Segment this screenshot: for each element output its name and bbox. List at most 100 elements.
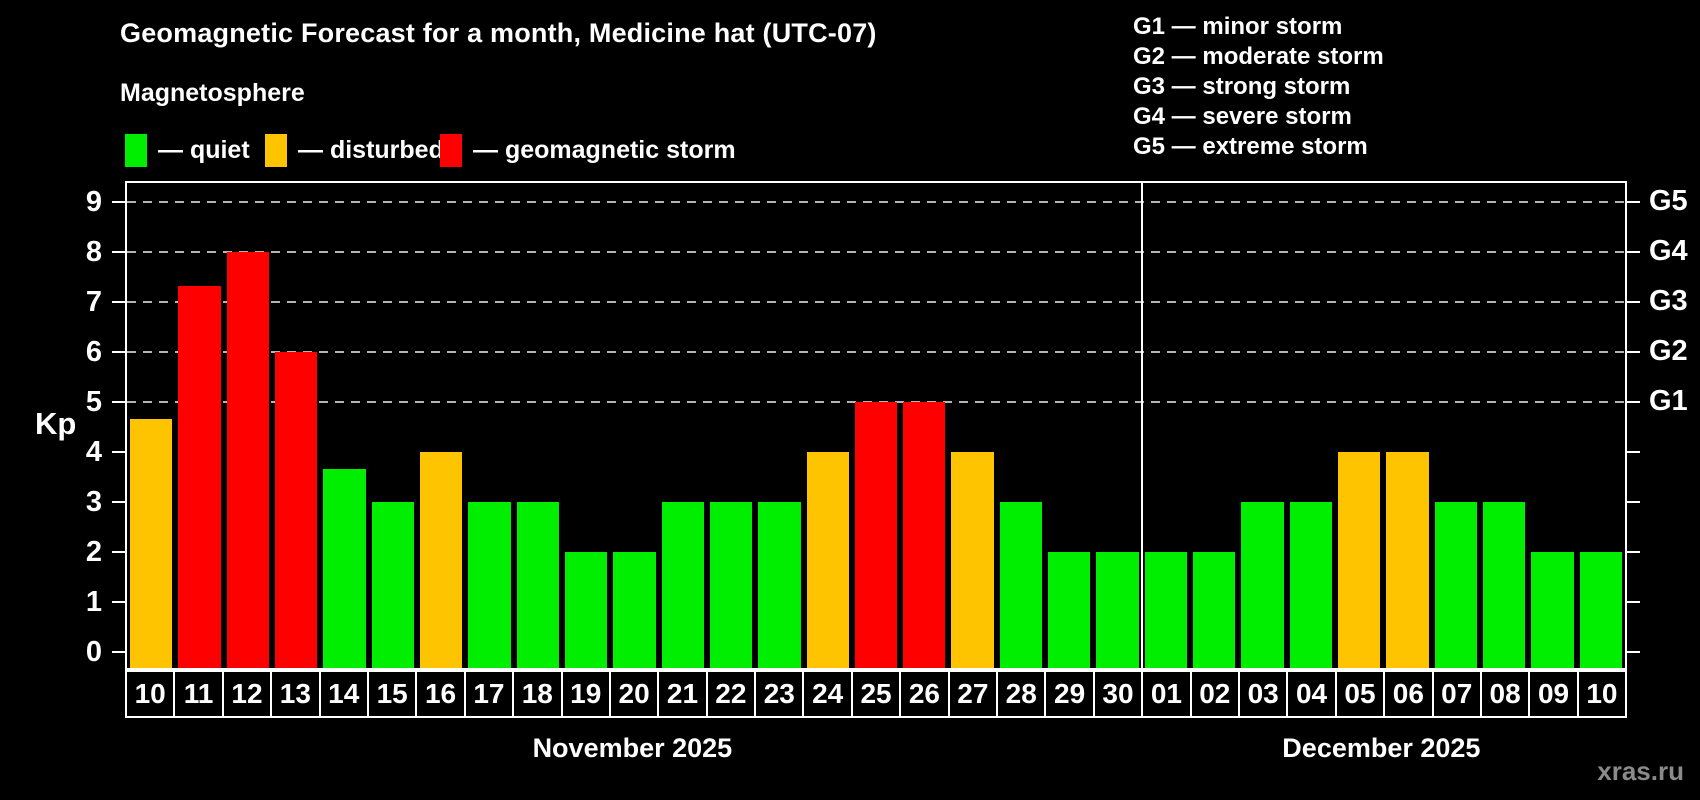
date-cell: 27 xyxy=(947,670,999,718)
left-tick-kp6 xyxy=(112,351,125,353)
kp-bar xyxy=(1386,452,1429,668)
date-cell: 11 xyxy=(173,670,224,718)
right-tick-kp0 xyxy=(1627,651,1640,653)
date-cell: 16 xyxy=(415,670,466,718)
date-cell: 10 xyxy=(1576,670,1628,718)
kp-bar xyxy=(323,468,366,668)
g-scale-legend-line: G2 — moderate storm xyxy=(1133,43,1384,70)
kp-bar xyxy=(758,502,801,668)
left-tick-kp4 xyxy=(112,451,125,453)
kp-bar xyxy=(178,285,221,668)
date-cell: 12 xyxy=(221,670,273,718)
g-level-label-g4: G4 xyxy=(1649,235,1688,267)
right-tick-kp9 xyxy=(1627,201,1640,203)
right-tick-kp2 xyxy=(1627,551,1640,553)
kp-bar xyxy=(661,502,704,668)
storm-color-swatch xyxy=(440,133,462,167)
kp-bar xyxy=(468,502,511,668)
date-cell: 03 xyxy=(1237,670,1289,718)
kp-bar xyxy=(1434,502,1478,668)
date-cell: 28 xyxy=(996,670,1047,718)
right-tick-kp4 xyxy=(1627,451,1640,453)
g-scale-legend: G1 — minor storm G2 — moderate storm G3 … xyxy=(1133,12,1384,162)
date-cell: 01 xyxy=(1141,670,1192,718)
kp-bar xyxy=(709,502,753,668)
date-cell: 17 xyxy=(463,670,515,718)
g-level-label-g1: G1 xyxy=(1649,385,1688,417)
y-axis-title: Kp xyxy=(35,406,77,441)
kp-bar xyxy=(999,502,1043,668)
date-cell: 29 xyxy=(1044,670,1095,718)
date-cell: 14 xyxy=(318,670,369,718)
g-level-label-g5: G5 xyxy=(1649,185,1688,217)
g-scale-legend-line: G4 — severe storm xyxy=(1133,103,1352,130)
disturbed-color-swatch xyxy=(265,133,287,167)
date-cell: 18 xyxy=(512,670,563,718)
chart-subtitle: Magnetosphere xyxy=(120,79,305,107)
gridline-kp6 xyxy=(127,351,1625,353)
date-cell: 02 xyxy=(1189,670,1240,718)
right-tick-kp6 xyxy=(1627,351,1640,353)
g-scale-legend-line: G1 — minor storm xyxy=(1133,13,1343,40)
date-cell: 10 xyxy=(125,670,176,718)
y-tick-label: 4 xyxy=(85,436,102,468)
date-cell: 09 xyxy=(1528,670,1579,718)
y-tick-label: 3 xyxy=(85,486,102,518)
kp-bar xyxy=(854,402,898,668)
kp-bar xyxy=(1531,552,1574,668)
right-tick-kp5 xyxy=(1627,401,1640,403)
kp-bar xyxy=(1338,452,1381,668)
date-cell: 05 xyxy=(1334,670,1386,718)
left-tick-kp0 xyxy=(112,651,125,653)
date-cell: 26 xyxy=(899,670,950,718)
kp-bar xyxy=(130,418,173,668)
date-cell: 20 xyxy=(608,670,660,718)
left-tick-kp1 xyxy=(112,601,125,603)
y-tick-label: 0 xyxy=(85,636,102,668)
page-title: Geomagnetic Forecast for a month, Medici… xyxy=(120,18,877,48)
legend-item-quiet: — quiet xyxy=(125,133,250,167)
kp-bar xyxy=(1241,502,1284,668)
g-scale-legend-line: G3 — strong storm xyxy=(1133,73,1351,100)
g-level-label-g3: G3 xyxy=(1649,285,1688,317)
left-tick-kp3 xyxy=(112,501,125,503)
date-cell: 21 xyxy=(657,670,708,718)
date-cell: 06 xyxy=(1383,670,1434,718)
kp-bar xyxy=(1144,552,1188,668)
left-tick-kp7 xyxy=(112,301,125,303)
date-cell: 07 xyxy=(1431,670,1482,718)
kp-bar xyxy=(806,452,849,668)
date-cell: 23 xyxy=(754,670,805,718)
date-cell: 13 xyxy=(270,670,321,718)
right-tick-kp3 xyxy=(1627,501,1640,503)
plot-frame xyxy=(125,181,1627,670)
left-tick-kp9 xyxy=(112,201,125,203)
left-tick-kp2 xyxy=(112,551,125,553)
date-cell: 30 xyxy=(1092,670,1144,718)
y-tick-label: 8 xyxy=(85,236,102,268)
kp-bar xyxy=(1289,502,1333,668)
kp-bar xyxy=(613,552,656,668)
legend-label-storm: — geomagnetic storm xyxy=(473,135,736,164)
month-label-0: November 2025 xyxy=(532,733,733,763)
date-cell: 22 xyxy=(705,670,757,718)
legend-item-storm: — geomagnetic storm xyxy=(440,133,736,167)
date-cell: 15 xyxy=(366,670,418,718)
left-tick-kp5 xyxy=(112,401,125,403)
gridline-kp9 xyxy=(127,201,1625,203)
date-cell: 19 xyxy=(560,670,611,718)
kp-bar xyxy=(1048,552,1091,668)
right-tick-kp8 xyxy=(1627,251,1640,253)
kp-bar xyxy=(274,352,318,668)
g-level-label-g2: G2 xyxy=(1649,335,1688,367)
y-tick-label: 7 xyxy=(85,286,102,318)
left-tick-kp8 xyxy=(112,251,125,253)
month-separator-line xyxy=(1140,183,1143,668)
date-cell: 25 xyxy=(850,670,902,718)
legend-item-disturbed: — disturbed xyxy=(265,133,444,167)
kp-bar xyxy=(516,502,559,668)
month-label-1: December 2025 xyxy=(1282,733,1481,763)
date-cell: 04 xyxy=(1286,670,1337,718)
y-tick-label: 9 xyxy=(85,186,102,218)
right-tick-kp7 xyxy=(1627,301,1640,303)
